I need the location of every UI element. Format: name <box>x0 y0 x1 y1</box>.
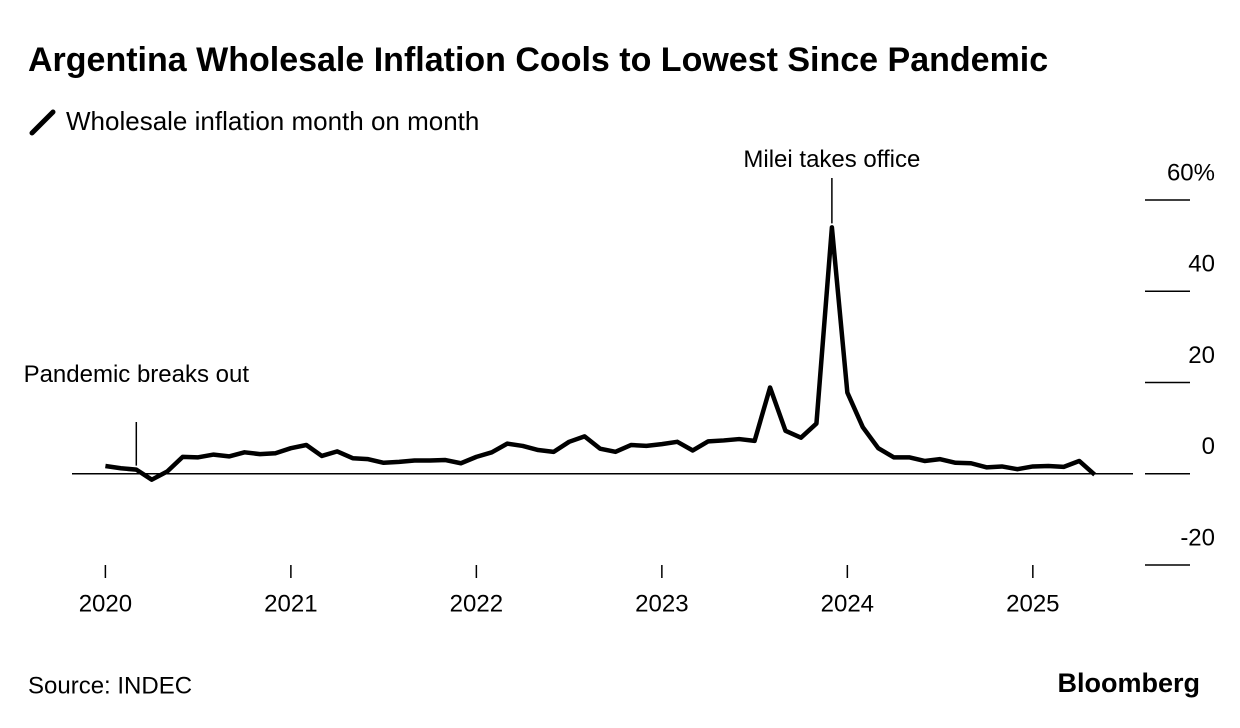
legend-label: Wholesale inflation month on month <box>66 106 479 136</box>
annotation: Pandemic breaks out <box>23 361 250 388</box>
source: Source: INDEC <box>28 672 192 699</box>
y-tick-label: 0 <box>1202 433 1215 460</box>
y-tick-label: -20 <box>1180 524 1215 551</box>
y-tick-label: 20 <box>1188 342 1215 369</box>
x-tick-label: 2024 <box>821 590 874 617</box>
x-tick-label: 2021 <box>264 590 317 617</box>
line-series <box>105 225 1097 482</box>
brand: Bloomberg <box>1057 668 1200 698</box>
annotation: Milei takes office <box>743 146 921 173</box>
chart-title: Argentina Wholesale Inflation Cools to L… <box>28 41 1048 79</box>
x-tick-label: 2025 <box>1006 590 1059 617</box>
x-tick-label: 2023 <box>635 590 688 617</box>
legend-icon <box>29 109 56 136</box>
x-tick-label: 2022 <box>450 590 503 617</box>
x-tick-label: 2020 <box>79 590 132 617</box>
y-tick-label: 40 <box>1188 251 1215 278</box>
y-tick-label: 60% <box>1167 159 1215 186</box>
